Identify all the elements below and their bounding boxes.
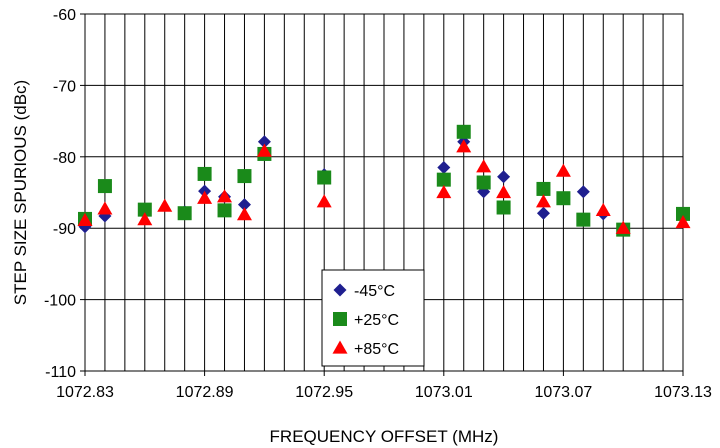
data-point: [676, 206, 690, 221]
data-point: [456, 124, 471, 139]
x-tick-label: 1072.89: [176, 384, 234, 401]
data-point: [576, 212, 591, 227]
x-tick-label: 1073.01: [415, 384, 473, 401]
data-point: [97, 179, 112, 194]
data-point: [237, 169, 252, 184]
y-tick-label: -110: [45, 364, 76, 381]
y-tick-label: -80: [53, 150, 76, 167]
data-point: [535, 194, 551, 208]
x-tick-label: 1072.95: [295, 384, 353, 401]
legend: -45°C +25°C +85°C: [321, 269, 425, 367]
data-point: [497, 170, 511, 184]
data-point: [555, 163, 571, 177]
data-point: [217, 203, 232, 218]
legend-marker: [333, 312, 347, 326]
data-marks: [77, 124, 691, 237]
data-point: [256, 143, 272, 157]
legend-item: +25°C: [333, 312, 399, 329]
y-tick-label: -90: [53, 221, 76, 238]
data-point: [576, 185, 590, 199]
data-point: [236, 207, 252, 221]
data-point: [97, 201, 113, 215]
data-point: [456, 139, 472, 153]
data-point: [615, 220, 631, 234]
data-point: [177, 206, 192, 221]
legend-item: +85°C: [332, 340, 399, 358]
x-axis-title: FREQUENCY OFFSET (MHz): [270, 427, 499, 446]
legend-label: +25°C: [354, 312, 399, 329]
data-point: [317, 170, 332, 185]
data-point: [137, 202, 152, 217]
data-point: [257, 135, 271, 149]
x-tick-label: 1072.83: [56, 384, 114, 401]
data-point: [436, 185, 452, 199]
data-point: [316, 194, 332, 208]
x-axis-ticks: 1072.83 1072.89 1072.95 1073.01 1073.07 1073.…: [56, 371, 712, 401]
y-tick-label: -70: [53, 78, 76, 95]
data-point: [476, 175, 491, 190]
y-axis-ticks: -110 -100 -90 -80 -70 -60: [44, 7, 85, 381]
series-triangle: [77, 139, 691, 234]
y-tick-label: -100: [44, 293, 76, 310]
data-point: [476, 159, 492, 173]
data-point: [436, 172, 451, 187]
data-point: [437, 161, 451, 175]
data-point: [675, 214, 691, 229]
legend-label: +85°C: [354, 341, 399, 358]
data-point: [496, 200, 511, 215]
x-tick-label: 1073.13: [654, 384, 712, 401]
data-point: [556, 191, 571, 206]
legend-marker: [333, 283, 347, 297]
legend-item: -45°C: [333, 283, 395, 300]
data-point: [157, 198, 173, 212]
plot-area: [84, 13, 684, 372]
y-tick-label: -60: [53, 7, 76, 24]
y-axis-title: STEP SIZE SPURIOUS (dBc): [11, 80, 30, 305]
data-point: [217, 189, 233, 203]
data-point: [237, 198, 251, 212]
x-tick-label: 1073.07: [534, 384, 592, 401]
data-point: [595, 202, 611, 216]
data-point: [77, 212, 93, 226]
data-point: [496, 185, 512, 199]
data-point: [536, 181, 551, 196]
data-point: [197, 166, 212, 181]
legend-label: -45°C: [354, 283, 395, 300]
legend-marker: [332, 340, 348, 354]
data-point: [197, 190, 213, 204]
data-point: [536, 206, 550, 220]
data-point: [137, 212, 153, 226]
